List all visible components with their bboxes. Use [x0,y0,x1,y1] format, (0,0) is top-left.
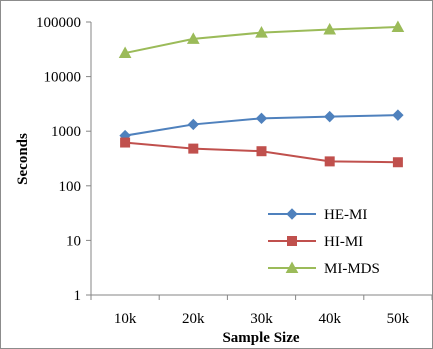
data-point-hi-mi [256,146,267,157]
x-axis: 10k 20k 30k 40k 50k [90,294,433,327]
data-point-hi-mi [120,137,131,148]
series-he-mi [119,109,404,142]
x-tick-label: 10k [114,311,137,327]
data-point-hi-mi [188,143,199,154]
x-axis-title: Sample Size [222,330,299,346]
legend-label: HI-MI [324,234,363,250]
legend: HE-MI HI-MI MI-MDS [268,207,380,277]
x-tick-label: 40k [318,311,341,327]
legend-swatch-marker [287,236,297,246]
legend-item-mi-mds: MI-MDS [268,261,380,277]
y-tick-label: 100 [59,179,82,195]
y-tick-label: 10 [66,233,81,249]
data-point-hi-mi [392,157,403,168]
data-point-he-mi [255,112,268,125]
data-point-he-mi [392,109,404,121]
series-hi-mi [120,137,403,168]
series-mi-mds [118,20,405,59]
legend-item-hi-mi: HI-MI [268,234,363,250]
y-tick-label: 1 [74,288,82,304]
y-tick-label: 1000 [51,124,81,140]
data-point-hi-mi [324,156,335,167]
data-point-mi-mds [118,46,132,59]
legend-item-he-mi: HE-MI [268,207,367,223]
legend-label: MI-MDS [324,261,380,277]
y-axis-title: Seconds [15,133,31,185]
x-tick-label: 30k [250,311,273,327]
data-point-mi-mds [255,26,268,38]
data-point-mi-mds [186,32,200,44]
y-tick-label: 10000 [44,70,82,86]
legend-swatch-marker [286,208,298,220]
y-tick-label: 100000 [36,15,81,31]
legend-label: HE-MI [324,207,367,223]
data-point-he-mi [323,110,336,123]
data-point-he-mi [187,118,200,131]
y-axis: 1 10 100 1000 10000 100000 [36,15,92,304]
x-tick-label: 20k [182,311,205,327]
x-tick-label: 50k [387,311,410,327]
legend-swatch-marker [285,261,299,273]
data-point-mi-mds [391,20,405,32]
data-point-mi-mds [323,22,337,35]
series-layer [118,20,405,168]
